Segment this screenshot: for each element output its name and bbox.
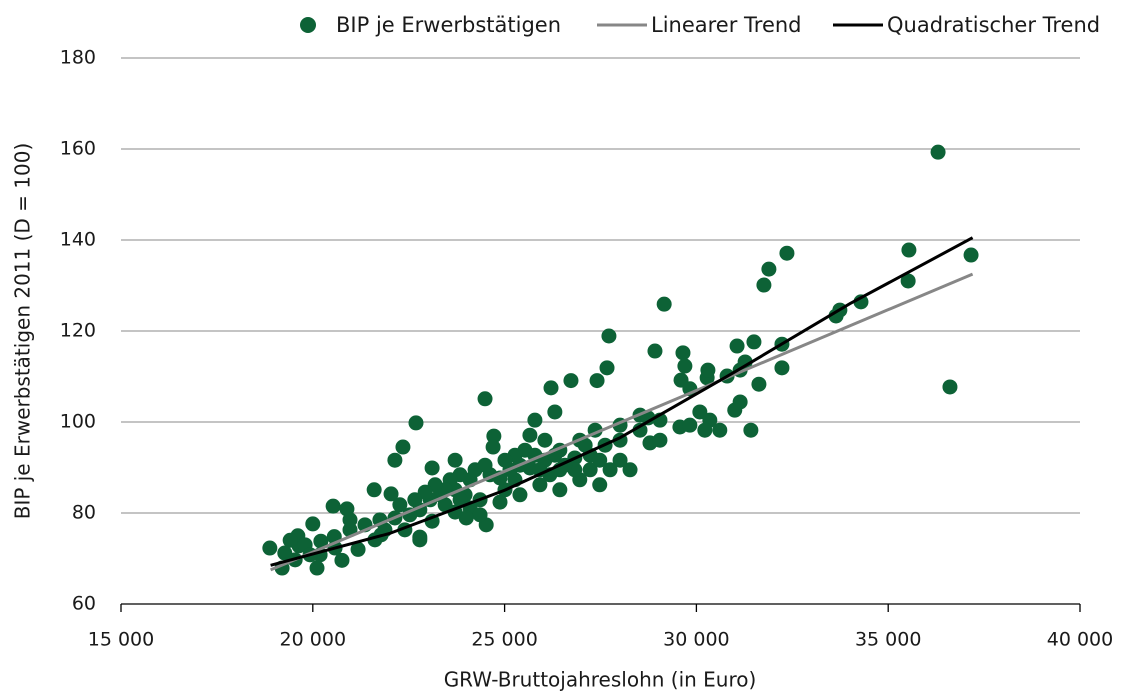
trend-line: [270, 272, 974, 572]
scatter-point: [612, 452, 628, 468]
scatter-point: [632, 422, 648, 438]
scatter-point: [727, 402, 743, 418]
scatter-point: [577, 437, 593, 453]
scatter-point: [697, 422, 713, 438]
scatter-point: [682, 417, 698, 433]
scatter-point: [547, 404, 563, 420]
scatter-point: [743, 422, 759, 438]
scatter-point: [486, 428, 502, 444]
scatter-point: [407, 492, 423, 508]
scatter-point: [313, 533, 329, 549]
x-tick-label: 25 000: [471, 629, 537, 651]
y-tick-label: 60: [72, 593, 96, 615]
scatter-point: [729, 338, 745, 354]
x-tick-label: 40 000: [1047, 629, 1113, 651]
scatter-point: [601, 328, 617, 344]
scatter-point: [417, 484, 433, 500]
scatter-point: [305, 516, 321, 532]
scatter-point: [395, 439, 411, 455]
scatter-point: [552, 482, 568, 498]
scatter-point: [712, 422, 728, 438]
scatter-point: [477, 457, 493, 473]
scatter-point: [452, 492, 468, 508]
scatter-point: [942, 379, 958, 395]
scatter-point: [522, 427, 538, 443]
y-tick-label: 180: [60, 47, 96, 69]
scatter-point: [262, 540, 278, 556]
scatter-point: [828, 308, 844, 324]
scatter-point: [774, 360, 790, 376]
x-tick-label: 30 000: [663, 629, 729, 651]
scatter-point: [472, 507, 488, 523]
scatter-point: [458, 510, 474, 526]
scatter-point: [350, 541, 366, 557]
scatter-point: [756, 277, 772, 293]
scatter-point: [746, 334, 762, 350]
scatter-point: [647, 343, 663, 359]
scatter-point: [751, 376, 767, 392]
scatter-point: [497, 452, 513, 468]
y-tick-label: 80: [72, 502, 96, 524]
scatter-point: [592, 477, 608, 493]
scatter-point: [589, 373, 605, 389]
scatter-point: [309, 560, 325, 576]
scatter-point: [387, 452, 403, 468]
legend-marker: [300, 17, 316, 33]
scatter-point: [599, 360, 615, 376]
y-tick-label: 160: [60, 138, 96, 160]
scatter-point: [492, 494, 508, 510]
scatter-point: [930, 144, 946, 160]
scatter-point: [622, 462, 638, 478]
scatter-point: [485, 439, 501, 455]
y-axis-title: BIP je Erwerbstätigen 2011 (D = 100): [11, 143, 35, 520]
scatter-point: [563, 373, 579, 389]
scatter-point: [675, 345, 691, 361]
scatter-point: [779, 245, 795, 261]
x-axis-title: GRW-Bruttojahreslohn (in Euro): [444, 668, 757, 692]
y-tick-label: 120: [60, 320, 96, 342]
scatter-point: [543, 380, 559, 396]
scatter-point: [392, 497, 408, 513]
y-tick-label: 140: [60, 229, 96, 251]
scatter-point: [325, 498, 341, 514]
x-tick-label: 20 000: [280, 629, 346, 651]
scatter-point: [901, 242, 917, 258]
scatter-point: [527, 412, 543, 428]
scatter-point: [412, 532, 428, 548]
legend-label: BIP je Erwerbstätigen: [336, 13, 561, 37]
scatter-point: [383, 486, 399, 502]
scatter-point: [963, 247, 979, 263]
scatter-point: [477, 391, 493, 407]
scatter-point: [592, 452, 608, 468]
scatter-point: [342, 512, 358, 528]
scatter-point: [640, 410, 656, 426]
scatter-point: [282, 532, 298, 548]
scatter-point: [692, 404, 708, 420]
scatter-point: [900, 273, 916, 289]
legend-label: Quadratischer Trend: [887, 13, 1100, 37]
scatter-point: [602, 462, 618, 478]
scatter-point: [532, 477, 548, 493]
scatter-point: [366, 482, 382, 498]
scatter-point: [334, 552, 350, 568]
scatter-point: [537, 432, 553, 448]
trend-line: [270, 236, 974, 567]
scatter-point: [652, 432, 668, 448]
y-tick-label: 100: [60, 411, 96, 433]
scatter-point: [656, 296, 672, 312]
scatter-point: [582, 462, 598, 478]
scatter-point: [700, 362, 716, 378]
scatter-point: [447, 452, 463, 468]
x-tick-label: 15 000: [88, 629, 154, 651]
scatter-point: [408, 415, 424, 431]
scatter-point: [424, 460, 440, 476]
scatter-point: [512, 487, 528, 503]
legend-label: Linearer Trend: [651, 13, 802, 37]
scatter-point: [677, 358, 693, 374]
x-tick-label: 35 000: [855, 629, 921, 651]
scatter-point: [761, 261, 777, 277]
